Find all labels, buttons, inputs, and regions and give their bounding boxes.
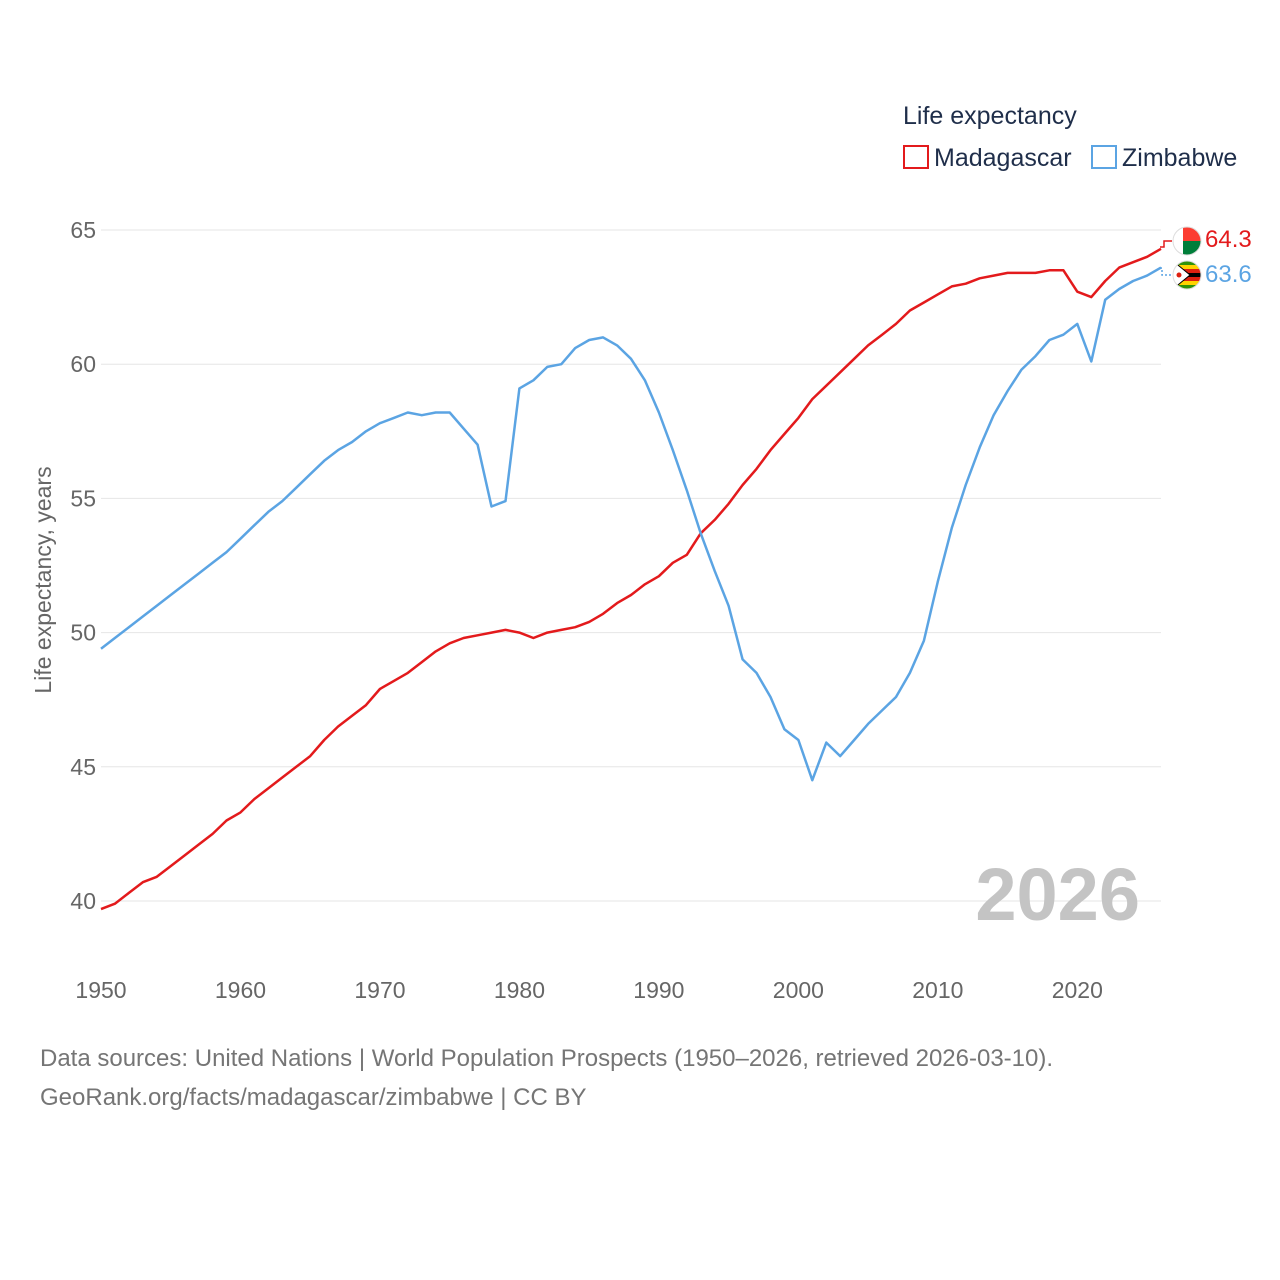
x-tick-label: 2020 [1052,977,1103,1003]
legend-swatch-zimbabwe [1091,145,1117,169]
x-tick-label: 2010 [912,977,963,1003]
y-tick-label: 65 [70,217,96,243]
legend-item-zimbabwe[interactable]: Zimbabwe [1091,144,1237,172]
y-tick-label: 40 [70,888,96,914]
x-tick-label: 1970 [354,977,405,1003]
legend-swatch-madagascar [903,145,929,169]
zimbabwe-flag [1173,261,1201,289]
legend-title: Life expectancy [903,102,1077,130]
y-tick-label: 60 [70,351,96,377]
series-line-zimbabwe [100,266,1162,782]
madagascar-connector [1160,240,1172,248]
footer-credit: GeoRank.org/facts/madagascar/zimbabwe | … [40,1084,587,1111]
gridlines [101,229,1161,902]
legend-item-madagascar[interactable]: Madagascar [903,144,1072,172]
zimbabwe-end-marker: 63.6 [1160,260,1252,290]
y-axis-label: Life expectancy, years [30,466,56,693]
madagascar-end-marker: 64.3 [1160,226,1252,256]
legend-label-madagascar: Madagascar [934,144,1072,172]
x-tick-label: 2000 [773,977,824,1003]
y-tick-label: 45 [70,754,96,780]
x-axis-ticks: 1950 1960 1970 1980 1990 2000 2010 2020 [75,977,1102,1003]
x-tick-label: 1950 [75,977,126,1003]
line-chart: Life expectancy Madagascar Zimbabwe 40 45… [30,102,1252,1003]
zimbabwe-connector [1160,267,1172,276]
legend-label-zimbabwe: Zimbabwe [1122,144,1237,172]
series-line-madagascar [100,247,1162,911]
y-tick-label: 55 [70,485,96,511]
current-year-label: 2026 [975,853,1140,936]
zimbabwe-end-value: 63.6 [1205,261,1252,288]
madagascar-end-value: 64.3 [1205,226,1252,253]
x-tick-label: 1980 [494,977,545,1003]
y-tick-label: 50 [70,620,96,646]
y-axis-ticks: 40 45 50 55 60 65 [70,217,96,914]
x-tick-label: 1960 [215,977,266,1003]
series-lines [100,247,1162,911]
footer-sources: Data sources: United Nations | World Pop… [40,1045,1054,1072]
x-tick-label: 1990 [633,977,684,1003]
